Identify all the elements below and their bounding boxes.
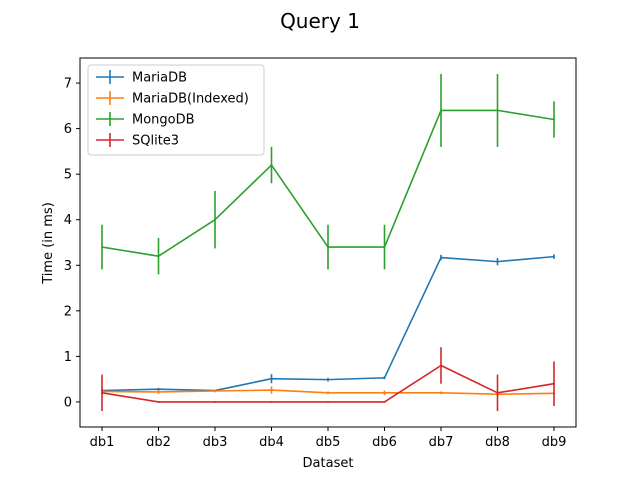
chart-title: Query 1	[280, 9, 360, 33]
series-sqlite3	[101, 347, 555, 412]
x-tick-label: db3	[203, 435, 228, 450]
legend-box	[87, 64, 265, 156]
y-tick-label: 4	[64, 213, 72, 228]
x-tick-label: db5	[316, 435, 341, 450]
x-tick-label: db7	[429, 435, 454, 450]
y-tick-label: 7	[64, 77, 72, 92]
x-axis-label: Dataset	[303, 456, 354, 471]
legend: MariaDB MariaDB(Indexed) MongoDB SQlite3	[87, 64, 265, 156]
series-mongodb	[101, 73, 555, 275]
y-tick-label: 5	[64, 168, 72, 183]
y-tick-label: 2	[64, 304, 72, 319]
x-tick-label: db6	[372, 435, 397, 450]
legend-label: SQlite3	[132, 134, 179, 149]
legend-label: MongoDB	[132, 113, 195, 128]
y-tick-label: 1	[64, 350, 72, 365]
plot-layer: db1 db2 db3 db4 db5 db6 db7 db8 db9 0 1 2 3 4 5 6 7	[64, 57, 577, 450]
y-tick-label: 0	[64, 395, 72, 410]
legend-label: MariaDB(Indexed)	[132, 92, 249, 107]
x-tick-label: db2	[146, 435, 171, 450]
x-tick-label: db8	[485, 435, 510, 450]
x-tick-label: db9	[542, 435, 567, 450]
y-tick-label: 3	[64, 259, 72, 274]
y-tick-label: 6	[64, 122, 72, 137]
x-tick-label: db1	[90, 435, 115, 450]
x-tick-label: db4	[259, 435, 284, 450]
y-axis-label: Time (in ms)	[41, 202, 56, 285]
legend-label: MariaDB	[132, 71, 187, 86]
